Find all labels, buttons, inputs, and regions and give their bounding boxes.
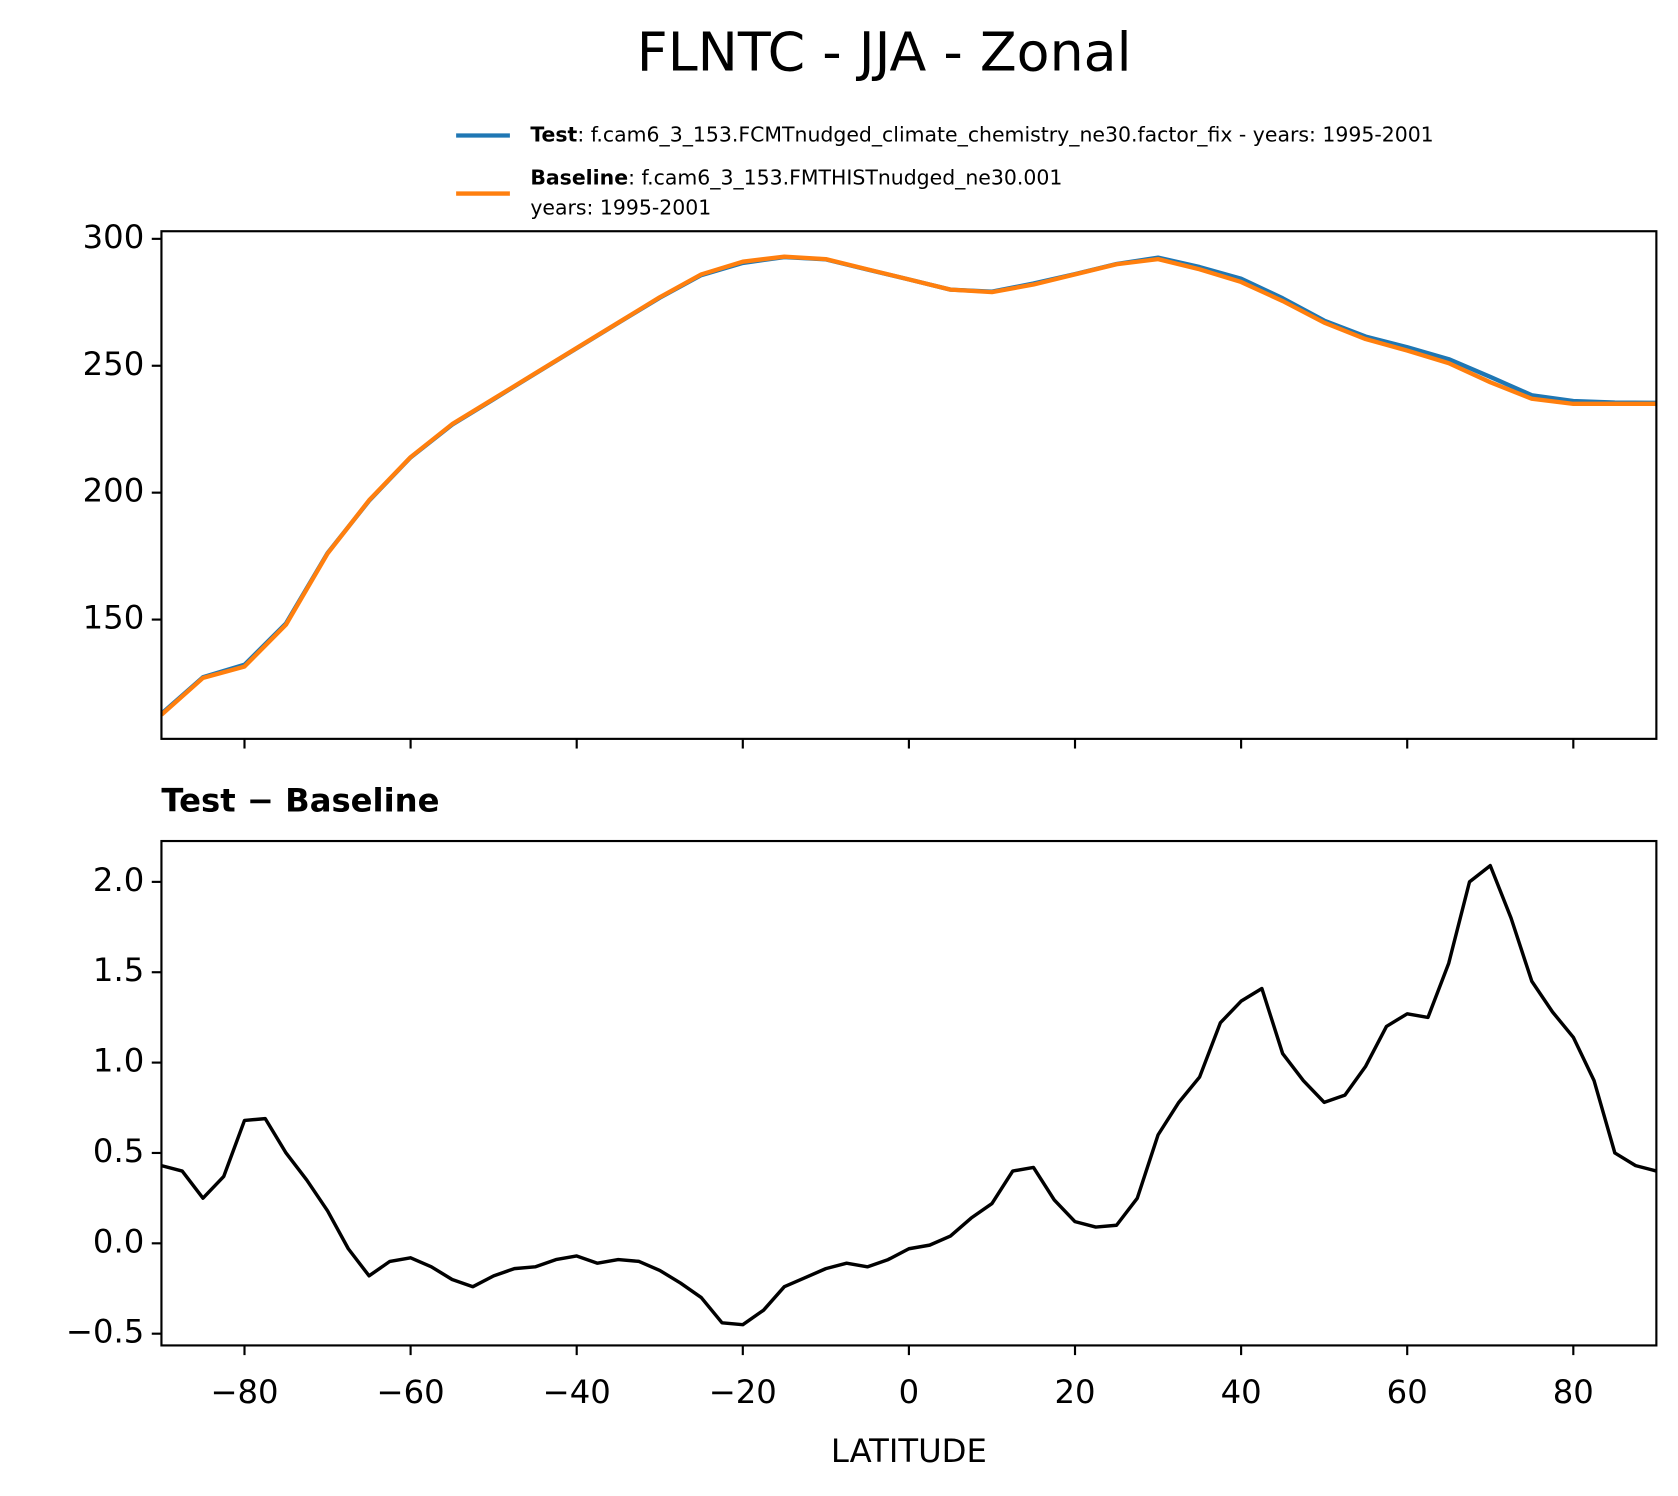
y-tick-label: 300 [83, 218, 145, 256]
axes-title: Test − Baseline [161, 781, 439, 819]
legend-text: : f.cam6_3_153.FCMTnudged_climate_chemis… [577, 123, 1433, 148]
x-tick-label: 0 [899, 1373, 920, 1411]
x-tick-label: 20 [1054, 1373, 1095, 1411]
y-tick-label: 0.0 [93, 1222, 144, 1260]
y-tick-label: 2.0 [93, 861, 144, 899]
x-axis-label: LATITUDE [831, 1432, 987, 1470]
x-tick-label: −60 [377, 1373, 445, 1411]
x-tick-label: 40 [1221, 1373, 1262, 1411]
x-tick-label: −20 [709, 1373, 777, 1411]
legend-text: years: 1995-2001 [530, 196, 711, 220]
legend-name: Test [530, 123, 577, 147]
y-tick-label: 200 [83, 472, 145, 510]
y-tick-label: 150 [83, 599, 145, 637]
legend-text: : f.cam6_3_153.FMTHISTnudged_ne30.001 [628, 166, 1062, 191]
legend-name: Baseline [530, 166, 628, 190]
x-tick-label: 80 [1553, 1373, 1594, 1411]
data-line [161, 254, 1657, 717]
axes-frame [160, 839, 1658, 1347]
x-tick-label: −40 [543, 1373, 611, 1411]
y-tick-label: 1.0 [93, 1042, 144, 1080]
y-tick-label: 250 [83, 345, 145, 383]
figure-title: FLNTC - JJA - Zonal [637, 21, 1132, 84]
data-line [161, 863, 1657, 1327]
y-tick-label: 0.5 [93, 1132, 144, 1170]
legend-label: Baseline: f.cam6_3_153.FMTHISTnudged_ne3… [530, 166, 1062, 191]
x-tick-label: 60 [1387, 1373, 1428, 1411]
y-tick-label: −0.5 [66, 1313, 144, 1351]
legend-label: Test: f.cam6_3_153.FCMTnudged_climate_ch… [530, 123, 1433, 148]
y-tick-label: 1.5 [93, 951, 144, 989]
x-tick-label: −80 [210, 1373, 278, 1411]
